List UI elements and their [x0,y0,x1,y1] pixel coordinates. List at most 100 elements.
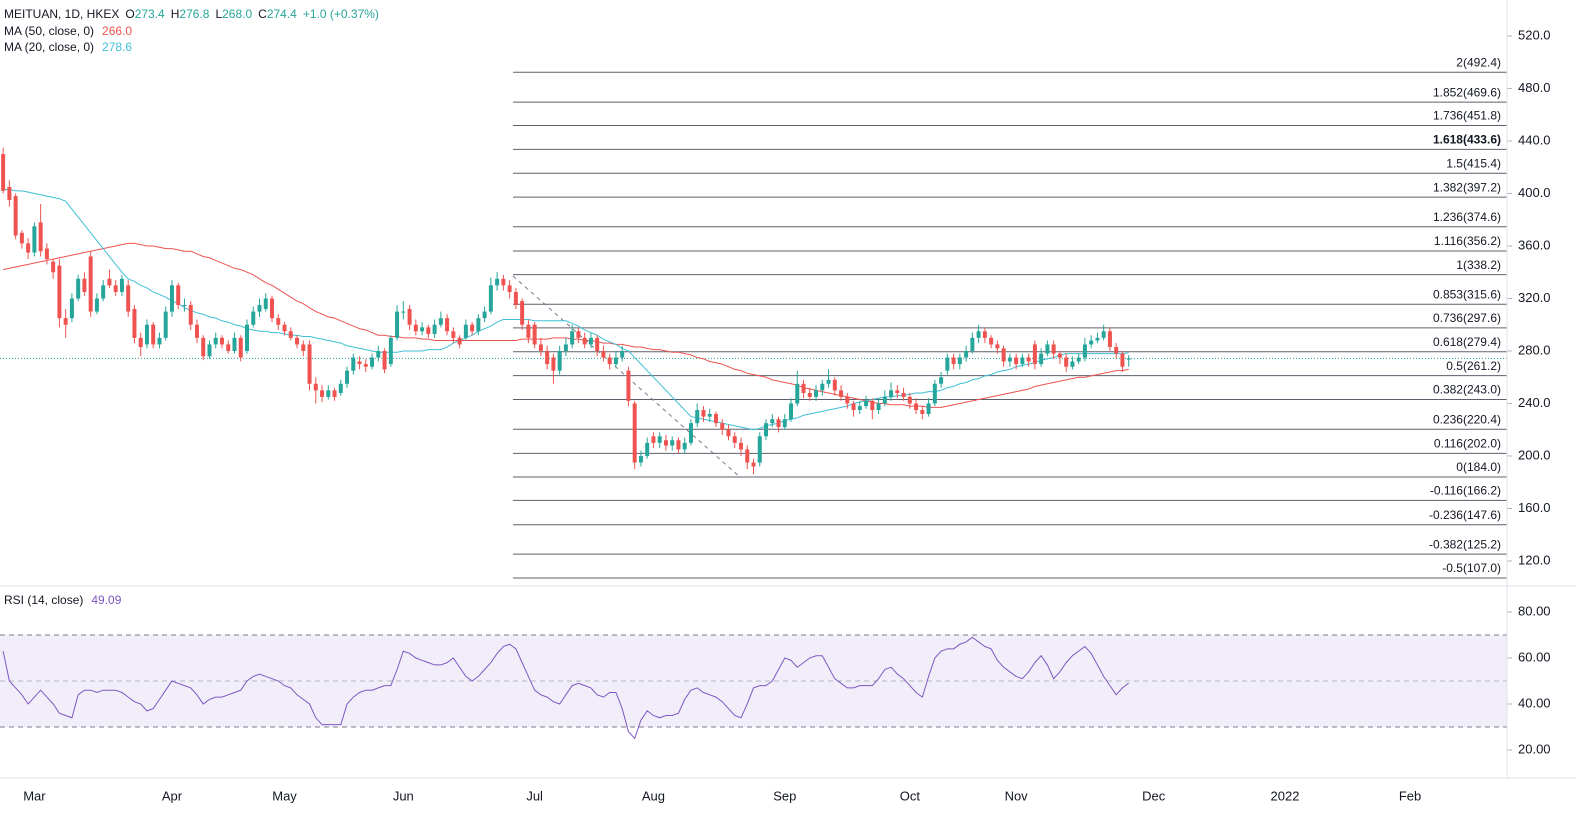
fib-label: 0.116(202.0) [1434,437,1501,451]
fib-label: 2(492.4) [1456,55,1501,69]
candle-body [1095,337,1100,341]
candle-body [113,285,118,292]
candle-body [989,337,994,345]
candle-body [676,440,681,450]
x-tick-label: Dec [1142,788,1166,803]
candle-body [407,308,412,325]
candle-body [889,390,894,397]
candle-body [726,429,731,437]
candle-body [1001,348,1006,362]
symbol-header: MEITUAN, 1D, HKEX O273.4 H276.8 L268.0 C274.… [4,7,379,21]
candle-body [807,392,812,397]
candle-body [1126,358,1131,360]
y-tick-label: 280.0 [1518,342,1551,357]
candle-body [326,390,331,397]
fib-label: 0.618(279.4) [1433,335,1501,349]
candle-body [470,324,475,332]
candle-body [413,324,418,332]
candle-body [601,350,606,358]
candle-body [695,410,700,424]
candle-body [576,331,581,338]
fib-label: 1.236(374.6) [1433,210,1501,224]
candle-body [426,327,431,334]
x-tick-label: Mar [23,788,46,803]
candle-body [69,298,74,319]
candle-body [476,318,481,332]
candle-body [201,337,206,357]
candle-body [964,350,969,358]
candle-body [551,357,556,371]
y-tick-label: 520.0 [1518,27,1551,42]
change: +1.0 (+0.37%) [303,7,379,21]
y-tick-label: 120.0 [1518,552,1551,567]
candle-body [244,324,249,351]
candle-body [688,423,693,443]
candle-body [1051,344,1056,354]
candle-body [926,403,931,414]
ohlc-value: 273.4 [135,7,165,21]
candle-body [101,285,106,299]
candle-body [463,324,468,338]
candle-body [520,301,525,325]
candle-body [163,311,168,338]
candle-body [313,383,318,391]
candle-body [557,350,562,371]
x-tick-label: Sep [773,788,796,803]
candle-body [1076,357,1081,362]
fib-label: 0.5(261.2) [1446,359,1501,373]
candle-body [263,298,268,309]
y-tick-label: 360.0 [1518,237,1551,252]
candle-body [401,311,406,313]
back-layer: 2(492.4) 1.852(469.6) 1.736(451.8) 1.618(43… [0,35,1512,751]
candle-body [257,305,262,312]
candle-body [526,324,531,338]
candle-body [420,327,425,332]
indicator-line [2,636,1129,740]
candle-body [132,308,137,338]
legend-value: 278.6 [102,40,132,54]
candle-body [876,403,881,411]
candle-body [707,413,712,417]
candle-body [351,357,356,371]
candle-body [338,383,343,393]
candle-body [951,357,956,365]
y-tick-label: 440.0 [1518,132,1551,147]
candle-body [870,400,875,411]
candle-body [19,232,24,244]
candle-body [151,324,156,345]
candle-body [213,337,218,345]
ohlc-label: C [258,7,267,21]
candle-body [713,413,718,424]
candle-body [789,403,794,420]
candle-body [932,383,937,404]
ohlc-label: H [171,7,180,21]
fib-label: 1.736(451.8) [1433,109,1501,123]
front-layer: 520.0 480.0 440.0 400.0 360.0 320.0 280.0 240.0… [1,27,1551,803]
candle-body [582,337,587,345]
ohlc-label: O [125,7,134,21]
candle-body [482,311,487,319]
ohlc-value: 268.0 [222,7,252,21]
candle-body [1045,344,1050,354]
candle-body [332,390,337,397]
ohlc-label: L [215,7,222,21]
candle-body [670,440,675,446]
candle-body [488,285,493,312]
candle-body [1020,357,1025,365]
candle-body [957,357,962,365]
candle-body [782,419,787,428]
candle-body [94,298,99,312]
candle-body [732,436,737,443]
candle-body [445,318,450,332]
candle-body [995,344,1000,349]
candle-body [382,350,387,370]
candle-body [176,285,181,306]
candle-body [882,396,887,404]
fib-label: 1.382(397.2) [1433,180,1501,194]
candle-body [976,331,981,338]
candle-body [1032,344,1037,365]
candle-body [207,344,212,357]
candle-body [545,350,550,365]
candle-body [238,337,243,358]
candle-body [1114,347,1119,354]
